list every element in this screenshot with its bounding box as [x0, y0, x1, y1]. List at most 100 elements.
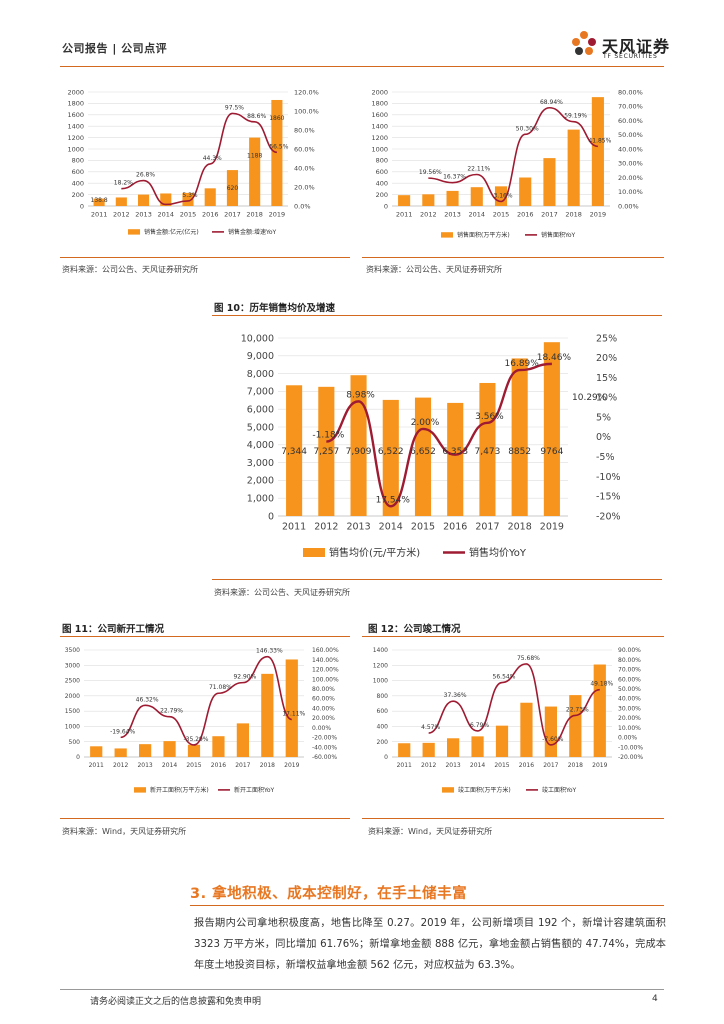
bar-2017	[479, 382, 496, 516]
x-tick-label: 2015	[494, 762, 509, 769]
yoy-value-label: 97.5%	[225, 104, 244, 111]
legend-line-label: 销售均价YoY	[469, 546, 527, 559]
y-tick-label: 9,000	[247, 351, 274, 362]
figure-10-top-rule	[212, 315, 662, 316]
y2-tick-label: 60.00%	[618, 676, 641, 683]
y2-tick-label: 0.00%	[618, 202, 639, 210]
yoy-value-label: 41.85%	[588, 137, 611, 144]
legend-bar-swatch	[128, 229, 140, 235]
y2-tick-label: 0.0%	[294, 202, 311, 210]
x-tick-label: 2016	[211, 762, 226, 769]
yoy-value-label: 22.73%	[566, 706, 589, 713]
y2-tick-label: -60.00%	[312, 754, 337, 761]
bar-2012	[318, 386, 335, 516]
bar-value-label: 7,344	[281, 447, 307, 457]
y2-tick-label: 70.00%	[618, 667, 641, 674]
y2-tick-label: 70.00%	[618, 103, 643, 111]
y-tick-label: 2000	[65, 693, 80, 700]
x-tick-label: 2012	[314, 522, 338, 533]
x-tick-label: 2012	[113, 211, 130, 219]
y-tick-label: 2,000	[247, 476, 274, 487]
yoy-value-label: 3.56%	[475, 412, 504, 422]
yoy-value-label: 22.79%	[160, 708, 183, 715]
x-tick-label: 2014	[158, 211, 175, 219]
y-tick-label: 1400	[371, 122, 388, 130]
yoy-value-label: 18.46%	[537, 353, 572, 363]
y-tick-label: 1500	[65, 708, 80, 715]
y2-tick-label: 30.00%	[618, 705, 641, 712]
bar-2011	[90, 746, 103, 757]
x-tick-label: 2016	[517, 211, 534, 219]
x-tick-label: 2017	[235, 762, 250, 769]
yoy-value-label: 75.68%	[517, 655, 540, 662]
y2-tick-label: 15%	[596, 373, 617, 384]
bar-2019	[591, 97, 604, 206]
x-tick-label: 2017	[224, 211, 241, 219]
y2-tick-label: 80.0%	[294, 126, 315, 134]
legend-bar-label: 销售金额:亿元(亿元)	[144, 228, 199, 236]
yoy-value-label: 68.94%	[540, 99, 563, 106]
avg-price-chart: 10,000 9,000 8,000 7,000 6,000 5,000 4,000 3,00…	[241, 333, 621, 559]
y2-tick-label: -20.00%	[312, 735, 337, 742]
yoy-value-label: 146.33%	[256, 648, 283, 655]
y2-tick-label: 40.00%	[618, 696, 641, 703]
x-tick-label: 2019	[590, 211, 607, 219]
yoy-value-label: 50.30%	[516, 125, 539, 132]
x-tick-label: 2012	[420, 211, 437, 219]
divider-3	[60, 818, 350, 819]
y-tick-label: 8,000	[247, 369, 274, 380]
bar-2014	[470, 187, 483, 206]
bar-2016	[520, 702, 533, 757]
y-tick-label: 1000	[65, 724, 80, 731]
x-tick-label: 2011	[91, 211, 108, 219]
yoy-value-label: -19.64%	[110, 728, 135, 735]
bar-2017	[226, 170, 238, 206]
yoy-value-label: 3.16%	[493, 192, 512, 199]
y2-tick-label: 25%	[596, 333, 617, 344]
bar-2014	[471, 736, 484, 757]
legend-bar-swatch	[441, 232, 453, 238]
x-tick-label: 2015	[411, 522, 435, 533]
source-note-5: 资料来源：Wind，天风证券研究所	[368, 827, 493, 836]
report-header: 公司报告 | 公司点评	[62, 42, 168, 55]
bar-2018	[569, 695, 582, 757]
y-tick-label: 6,000	[247, 405, 274, 416]
yoy-value-label: 17.11%	[282, 710, 305, 717]
x-tick-label: 2012	[113, 762, 128, 769]
bar-2011	[398, 195, 411, 206]
bar-2014	[382, 399, 399, 516]
divider-2	[362, 257, 664, 258]
legend-bar-label: 销售均价(元/平方米)	[329, 546, 420, 559]
source-note-4: 资料来源：Wind，天风证券研究所	[62, 827, 187, 836]
yoy-value-label: -35.29%	[183, 736, 208, 743]
y-tick-label: 0	[76, 754, 80, 761]
bar-2018	[261, 673, 274, 757]
x-tick-label: 2018	[260, 762, 275, 769]
x-tick-label: 2016	[443, 522, 467, 533]
x-tick-label: 2018	[508, 522, 532, 533]
bar-2019	[285, 659, 298, 757]
bar-value-label: 1188	[247, 153, 262, 160]
bar-2013	[138, 194, 150, 206]
bar-2018	[511, 358, 528, 516]
bar-2018	[567, 129, 580, 206]
y-tick-label: 1600	[67, 111, 84, 119]
divider-1	[60, 257, 350, 258]
y-tick-label: 800	[377, 693, 389, 700]
source-note-3: 资料来源：公司公告、天风证券研究所	[214, 588, 350, 597]
y-tick-label: 7,000	[247, 387, 274, 398]
y-tick-label: 600	[377, 708, 389, 715]
x-tick-label: 2018	[568, 762, 583, 769]
x-tick-label: 2014	[379, 522, 403, 533]
bar-2012	[422, 742, 435, 757]
x-tick-label: 2016	[519, 762, 534, 769]
y-tick-label: 3500	[65, 647, 80, 654]
y-tick-label: 800	[376, 157, 388, 165]
yoy-value-label: -1.18%	[312, 431, 344, 441]
y2-tick-label: 10.00%	[618, 188, 643, 196]
legend-bar-swatch	[442, 787, 454, 793]
header-rule	[60, 66, 664, 67]
legend-bar-swatch	[303, 548, 325, 557]
figure-10-title: 图 10：历年销售均价及增速	[214, 303, 336, 314]
yoy-value-label: 44.3%	[203, 155, 222, 162]
